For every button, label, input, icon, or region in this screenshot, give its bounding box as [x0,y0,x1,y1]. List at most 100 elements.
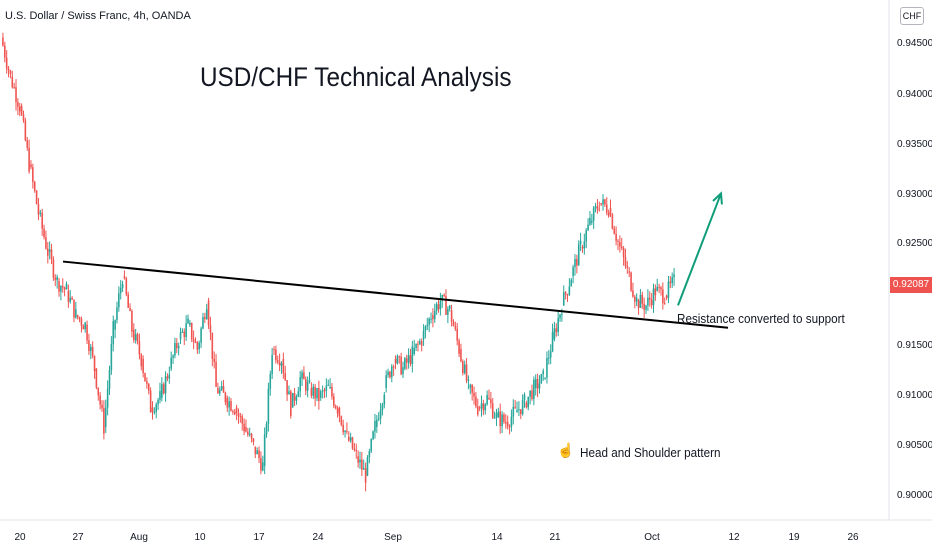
candle-body [286,380,288,395]
candle-body [585,230,588,242]
candle-body [232,410,234,412]
candle-body [217,388,219,394]
y-tick-label: 0.90500 [897,440,932,451]
candle-body [432,315,434,320]
candle-body [361,459,363,470]
candle-body [256,450,258,455]
candle-body [495,413,498,418]
candle-body [245,427,247,432]
candle-body [562,292,565,306]
candle-body [138,341,141,355]
candle-body [318,387,320,402]
candle-body [30,164,32,168]
candle-body [463,364,466,374]
candle-body [624,256,627,267]
candle-body [258,450,260,459]
candle-body [359,459,361,463]
candle-body [626,266,629,268]
candle-body [284,373,287,381]
candle-body [93,356,96,372]
candle-body [428,318,430,325]
candle-body [26,140,29,148]
candle-body [540,374,543,384]
candle-body [192,339,195,343]
candle-body [426,324,429,327]
candle-body [643,303,645,310]
candle-body [437,304,440,310]
candle-body [331,386,333,397]
candle-body [67,290,70,302]
candle-body [78,317,81,320]
candle-body [490,399,492,404]
candle-body [441,294,444,301]
candle-body [321,390,324,392]
candle-body [119,287,122,294]
candle-body [86,324,88,341]
candle-body [41,212,43,229]
candle-body [488,397,490,400]
candle-body [579,240,582,245]
candle-body [32,167,34,182]
candle-body [347,436,350,441]
candle-body [134,334,137,341]
candle-body [233,411,236,415]
candle-body [170,357,172,369]
candle-body [157,399,159,405]
support-annotation: Resistance converted to support [677,311,845,326]
candle-body [656,286,659,291]
candle-body [465,364,468,381]
candle-body [596,206,599,210]
candle-body [226,397,229,408]
candle-body [628,271,630,273]
candle-body [45,237,47,249]
chart-title: USD/CHF Technical Analysis [200,62,512,92]
projection-arrow [677,193,722,306]
candle-body [499,411,502,427]
candle-body [276,360,279,363]
candle-body [235,407,238,413]
candle-body [71,297,73,300]
symbol-label[interactable]: U.S. Dollar / Swiss Franc, 4h, OANDA [5,10,191,22]
x-tick-label: 26 [847,532,859,543]
candle-body [303,372,305,380]
candle-body [443,294,445,297]
candle-body [254,446,257,455]
candle-body [209,325,212,333]
candle-body [301,372,303,379]
candle-body [185,323,187,337]
neckline-trendline [62,260,729,329]
candle-body [243,423,245,432]
candle-body [475,396,477,407]
candle-body [639,294,642,308]
candle-body [497,411,500,418]
candle-body [65,283,68,290]
candle-body [622,248,625,257]
candle-body [35,190,38,205]
candle-body [351,437,354,449]
y-tick-label: 0.93500 [897,139,932,150]
candle-body [559,314,561,319]
candle-body [561,313,563,315]
candle-body [247,431,249,435]
candle-body [652,288,655,306]
candle-body [213,358,215,362]
candle-body [662,289,664,304]
candle-body [237,412,240,417]
candle-body [132,329,135,341]
candle-body [228,401,230,408]
currency-badge[interactable]: CHF [900,7,924,25]
candle-body [88,340,90,351]
candle-body [248,433,251,435]
candle-body [60,285,62,292]
candle-body [566,294,569,296]
candle-body [103,408,105,434]
candle-body [82,325,85,330]
candle-body [204,317,206,319]
candle-body [383,394,386,405]
candle-body [376,419,378,428]
candle-body [295,396,298,401]
candle-body [460,349,462,362]
candle-body [478,407,481,409]
y-tick-label: 0.91500 [897,340,932,351]
